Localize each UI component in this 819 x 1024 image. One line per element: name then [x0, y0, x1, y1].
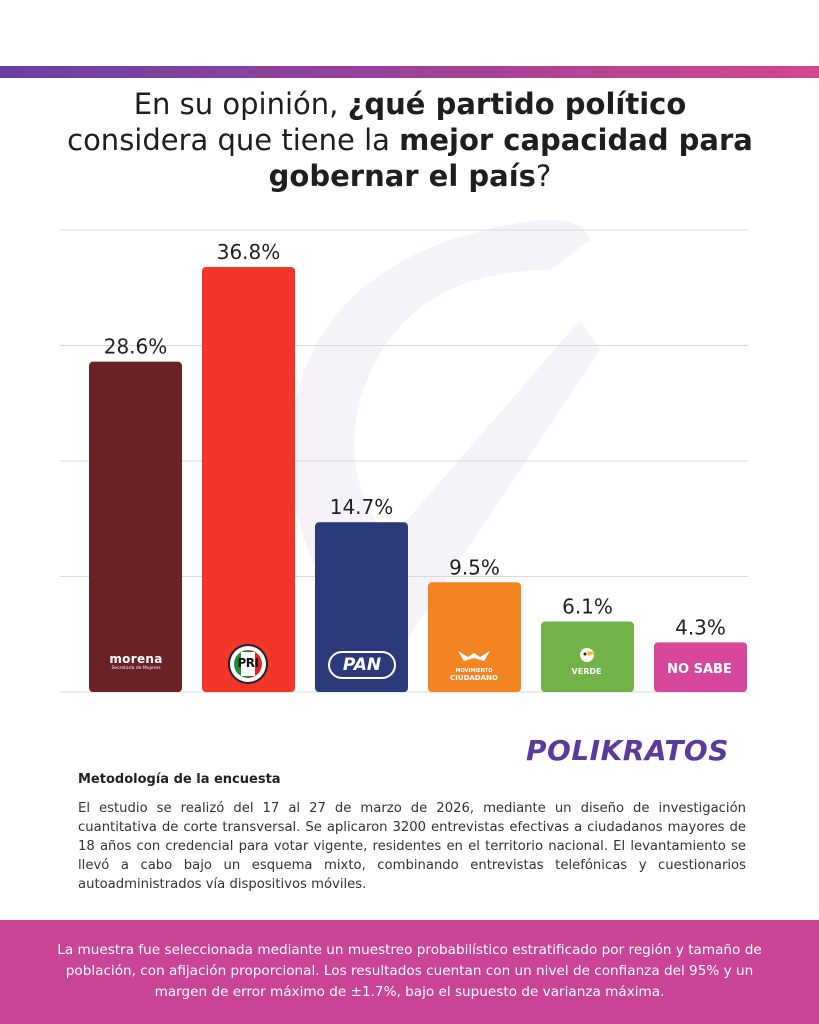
pri-logo: PRI — [228, 644, 268, 684]
title-part: ? — [535, 159, 552, 193]
bar-0 — [89, 361, 182, 692]
bar-2 — [315, 522, 408, 692]
top-gradient-bar — [0, 66, 819, 78]
pri-logo-text: PRI — [237, 656, 260, 670]
mc-logo-bottom: CIUDADANO — [450, 674, 498, 682]
bar-3 — [428, 582, 521, 692]
brand-name: POLIKRATOS — [526, 734, 729, 767]
morena-logo-text: morena — [109, 652, 163, 666]
bar-chart: 28.6% 36.8% 14.7% 9.5% 6.1% 4.3% — [60, 229, 748, 693]
chart-title: En su opinión, ¿qué partido político con… — [60, 86, 760, 194]
morena-logo-subtext: Secretaría de Mujeres — [111, 666, 161, 671]
bar-value-label-3: 9.5% — [449, 555, 500, 579]
title-part: En su opinión, — [133, 87, 348, 121]
verde-logo: VERDE — [540, 645, 633, 676]
verde-logo-text: VERDE — [571, 667, 602, 676]
title-part-bold: ¿qué partido político — [347, 87, 687, 121]
polikratos-logo: POLIKRATOS — [526, 734, 746, 774]
bar-value-label-0: 28.6% — [104, 335, 168, 359]
bar-value-label-2: 14.7% — [330, 495, 394, 519]
footer-band — [0, 920, 819, 1024]
pan-logo-text: PAN — [342, 655, 382, 675]
bar-value-label-4: 6.1% — [562, 595, 613, 619]
toucan-icon — [579, 648, 596, 662]
pri-logo-icon — [234, 650, 262, 678]
footer-text: La muestra fue seleccionada mediante un … — [57, 942, 762, 1000]
mc-logo-top: MOVIMIENTO — [455, 668, 493, 674]
methodology-body: El estudio se realizó del 17 al 27 de ma… — [78, 801, 746, 892]
title-part: considera que tiene la — [67, 123, 400, 157]
morena-logo: morena Secretaría de Mujeres — [90, 652, 182, 671]
no-sabe-text: NO SABE — [667, 662, 732, 677]
bar-value-label-1: 36.8% — [217, 240, 281, 264]
bar-5 — [654, 642, 747, 692]
methodology-title: Metodología de la encuesta — [78, 772, 281, 787]
eagle-icon — [458, 651, 490, 661]
bar-1 — [202, 266, 295, 692]
title-part-bold: mejor capacidad para gobernar el país — [268, 123, 753, 193]
pan-logo: PAN — [328, 651, 396, 679]
bar-value-label-5: 4.3% — [675, 615, 726, 639]
mc-logo: MOVIMIENTO CIUDADANO — [428, 648, 520, 682]
no-sabe-label: NO SABE — [653, 662, 746, 677]
